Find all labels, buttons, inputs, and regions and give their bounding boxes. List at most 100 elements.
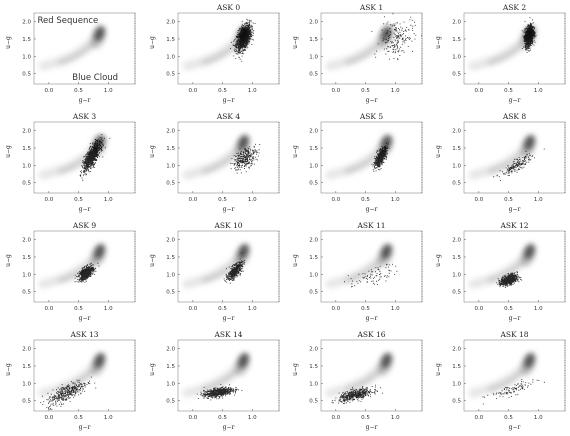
x-tick-label: 0.5 (504, 88, 513, 94)
y-tick-label: 1.5 (22, 255, 31, 261)
panel-title: ASK 2 (502, 3, 527, 12)
y-tick-label: 2.0 (166, 238, 175, 244)
x-axis-label: g−r (79, 206, 91, 213)
panel-ask-16: ASK 16 0.0 0.5 1.0 0.5 1.0 1.5 2.0 g−r u−g (287, 327, 429, 436)
scatter-plot: 0.0 0.5 1.0 0.5 1.0 1.5 2.0 g−r u−g (435, 12, 566, 104)
x-tick-label: 1.0 (248, 197, 257, 203)
y-axis-label: u−g (435, 145, 442, 158)
y-axis-label: u−g (292, 363, 299, 376)
y-tick-label: 0.5 (309, 72, 318, 78)
x-tick-label: 0.0 (188, 88, 197, 94)
panel-title: ASK 18 (500, 330, 529, 339)
x-axis-label: g−r (366, 97, 378, 104)
y-axis-label: u−g (149, 254, 156, 267)
x-axis-label: g−r (509, 315, 521, 322)
class-points (40, 376, 97, 410)
scatter-plot: 0.0 0.5 1.0 0.5 1.0 1.5 2.0 g−r u−g (435, 230, 566, 322)
panel-ask-4: ASK 4 0.0 0.5 1.0 0.5 1.0 1.5 2.0 g−r u−g (144, 109, 286, 218)
scatter-plot: 0.0 0.5 1.0 0.5 1.0 1.5 2.0 g−r u−g Red Sequence B… (5, 12, 136, 104)
y-tick-label: 2.0 (452, 238, 461, 244)
x-axis-label: g−r (223, 97, 235, 104)
density-background (182, 352, 251, 398)
panel-title: ASK 1 (359, 3, 384, 12)
x-tick-label: 0.5 (504, 415, 513, 421)
scatter-plot: 0.0 0.5 1.0 0.5 1.0 1.5 2.0 g−r u−g (292, 121, 423, 213)
x-tick-label: 0.5 (504, 306, 513, 312)
density-background (182, 243, 251, 289)
red-sequence-halo (234, 134, 250, 158)
x-axis-label: g−r (223, 424, 235, 431)
y-tick-label: 0.5 (452, 290, 461, 296)
density-background (182, 134, 251, 180)
y-axis-label: u−g (5, 363, 12, 376)
x-tick-label: 0.0 (44, 306, 53, 312)
y-tick-label: 1.0 (22, 381, 31, 387)
red-sequence-halo (234, 352, 250, 376)
y-tick-label: 2.0 (309, 20, 318, 26)
y-tick-label: 1.5 (309, 364, 318, 370)
density-background (325, 352, 394, 398)
density-background (325, 243, 394, 289)
y-tick-label: 2.0 (309, 238, 318, 244)
class-points (482, 379, 545, 405)
red-sequence-halo (90, 352, 106, 376)
red-sequence-halo (377, 25, 393, 49)
panel-title: ASK 0 (216, 3, 241, 12)
scatter-plot: 0.0 0.5 1.0 0.5 1.0 1.5 2.0 g−r u−g (149, 230, 280, 322)
class-points (331, 384, 383, 404)
panel-title: ASK 16 (357, 330, 386, 339)
y-tick-label: 1.5 (452, 146, 461, 152)
x-tick-label: 0.0 (44, 197, 53, 203)
y-tick-label: 0.5 (452, 72, 461, 78)
density-background (468, 243, 537, 289)
y-tick-label: 1.5 (166, 146, 175, 152)
red-sequence-halo (520, 352, 536, 376)
panel-title: ASK 11 (357, 221, 386, 230)
panel-ask-0: ASK 0 0.0 0.5 1.0 0.5 1.0 1.5 2.0 g−r u−g (144, 0, 286, 109)
x-tick-label: 1.0 (104, 197, 113, 203)
y-tick-label: 1.5 (166, 37, 175, 43)
panel-ask-14: ASK 14 0.0 0.5 1.0 0.5 1.0 1.5 2.0 g−r u−g (144, 327, 286, 436)
class-points (230, 18, 256, 62)
scatter-plot: 0.0 0.5 1.0 0.5 1.0 1.5 2.0 g−r u−g (149, 12, 280, 104)
y-tick-label: 2.0 (22, 238, 31, 244)
x-tick-label: 1.0 (104, 88, 113, 94)
y-tick-label: 0.5 (166, 181, 175, 187)
y-axis-label: u−g (149, 145, 156, 158)
red-sequence-halo (520, 243, 536, 267)
density-background (468, 352, 537, 398)
class-points (344, 263, 398, 288)
y-tick-label: 1.0 (309, 381, 318, 387)
class-points (223, 252, 246, 284)
density-background (468, 134, 537, 180)
y-tick-label: 0.5 (22, 399, 31, 405)
x-tick-label: 1.0 (534, 306, 543, 312)
scatter-plot: 0.0 0.5 1.0 0.5 1.0 1.5 2.0 g−r u−g (292, 339, 423, 431)
panel-reference: 0.0 0.5 1.0 0.5 1.0 1.5 2.0 g−r u−g Red Sequence B… (0, 0, 142, 109)
y-tick-label: 2.0 (309, 129, 318, 135)
scatter-plot: 0.0 0.5 1.0 0.5 1.0 1.5 2.0 g−r u−g (5, 230, 136, 322)
class-points (521, 17, 537, 53)
x-tick-label: 0.0 (331, 197, 340, 203)
y-tick-label: 1.0 (22, 272, 31, 278)
y-tick-label: 0.5 (22, 181, 31, 187)
x-tick-label: 0.0 (188, 415, 197, 421)
y-tick-label: 1.5 (22, 146, 31, 152)
x-tick-label: 1.0 (104, 415, 113, 421)
x-tick-label: 0.0 (188, 306, 197, 312)
x-tick-label: 0.5 (74, 197, 83, 203)
x-tick-label: 0.0 (44, 415, 53, 421)
y-axis-label: u−g (5, 36, 12, 49)
x-tick-label: 1.0 (534, 88, 543, 94)
x-tick-label: 1.0 (104, 306, 113, 312)
panel-ask-5: ASK 5 0.0 0.5 1.0 0.5 1.0 1.5 2.0 g−r u−g (287, 109, 429, 218)
x-tick-label: 0.5 (74, 88, 83, 94)
scatter-plot: 0.0 0.5 1.0 0.5 1.0 1.5 2.0 g−r u−g (5, 339, 136, 431)
x-tick-label: 0.0 (474, 197, 483, 203)
x-tick-label: 0.0 (331, 88, 340, 94)
panel-ask-10: ASK 10 0.0 0.5 1.0 0.5 1.0 1.5 2.0 g−r u−g (144, 218, 286, 327)
y-tick-label: 1.0 (166, 381, 175, 387)
scatter-plot: 0.0 0.5 1.0 0.5 1.0 1.5 2.0 g−r u−g (292, 12, 423, 104)
y-tick-label: 1.0 (166, 272, 175, 278)
y-axis-label: u−g (292, 36, 299, 49)
